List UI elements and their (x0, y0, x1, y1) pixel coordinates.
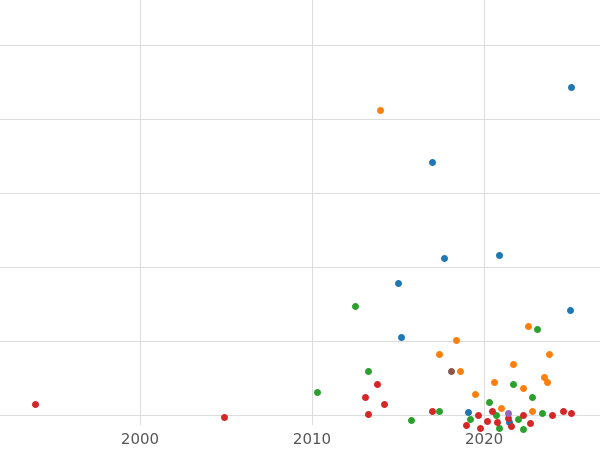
scatter-point-red (365, 411, 373, 419)
scatter-point-green (485, 399, 493, 407)
scatter-point-orange (540, 373, 548, 381)
scatter-point-blue (394, 279, 402, 287)
scatter-point-orange (520, 385, 528, 393)
scatter-point-green (515, 416, 522, 424)
scatter-point-red (429, 407, 436, 415)
scatter-point-orange (490, 379, 498, 387)
scatter-point-red (504, 414, 512, 422)
gridline-vertical (140, 0, 141, 425)
scatter-point-orange (497, 404, 505, 412)
scatter-point-orange (545, 350, 553, 358)
scatter-point-red (508, 423, 516, 430)
scatter-point-red (489, 408, 497, 416)
scatter-point-blue (441, 254, 448, 262)
scatter-point-orange (453, 336, 460, 344)
scatter-point-blue (566, 306, 574, 314)
scatter-point-red (475, 411, 483, 419)
scatter-point-red (568, 410, 576, 418)
scatter-point-blue (496, 252, 503, 260)
scatter-point-red (527, 420, 534, 427)
gridline-horizontal (0, 340, 600, 342)
scatter-point-orange (472, 391, 479, 399)
scatter-point-orange (544, 379, 552, 387)
x-tick-label: 2010 (292, 430, 332, 448)
scatter-point-green (509, 380, 517, 388)
scatter-point-blue (429, 159, 436, 167)
scatter-point-green (313, 389, 321, 396)
gridline-vertical (312, 0, 313, 425)
gridline-horizontal (0, 45, 600, 47)
scatter-point-green (533, 326, 541, 334)
gridline-horizontal (0, 266, 600, 268)
scatter-point-red (361, 394, 369, 402)
x-tick-label: 2020 (465, 430, 504, 448)
scatter-point-green (528, 394, 536, 402)
scatter-point-orange (528, 408, 536, 416)
gridline-horizontal (0, 192, 600, 194)
scatter-point-blue (465, 408, 473, 416)
scatter-point-green (496, 424, 503, 432)
scatter-point-green (365, 368, 373, 376)
scatter-point-blue (506, 418, 514, 426)
gridline-horizontal (0, 414, 600, 416)
scatter-point-red (477, 424, 485, 432)
scatter-point-red (559, 408, 567, 416)
scatter-point-orange (435, 351, 443, 359)
scatter-point-blue (568, 83, 576, 91)
scatter-point-orange (377, 106, 385, 114)
scatter-point-green (492, 411, 500, 419)
scatter-point-green (408, 417, 416, 425)
scatter-point-orange (509, 360, 517, 368)
scatter-point-red (31, 400, 39, 408)
scatter-point-green (435, 408, 443, 416)
scatter-point-brown (447, 368, 455, 376)
scatter-point-orange (525, 323, 533, 331)
scatter-point-red (463, 421, 471, 429)
scatter-point-red (484, 417, 491, 425)
scatter-point-green (466, 416, 474, 424)
scatter-point-purple (504, 410, 512, 418)
scatter-point-red (520, 411, 528, 419)
scatter-point-red (549, 411, 557, 419)
scatter-point-green (539, 410, 546, 418)
scatter-point-red (380, 400, 388, 408)
scatter-point-green (351, 303, 359, 311)
scatter-point-red (494, 419, 502, 427)
scatter-point-red (373, 380, 381, 388)
scatter-point-blue (398, 334, 405, 342)
x-tick-label: 2000 (120, 430, 160, 448)
scatter-point-red (220, 414, 228, 422)
gridline-vertical (484, 0, 486, 425)
gridline-horizontal (0, 119, 600, 120)
scatter-point-green (520, 425, 528, 433)
scatter-point-orange (456, 368, 464, 376)
